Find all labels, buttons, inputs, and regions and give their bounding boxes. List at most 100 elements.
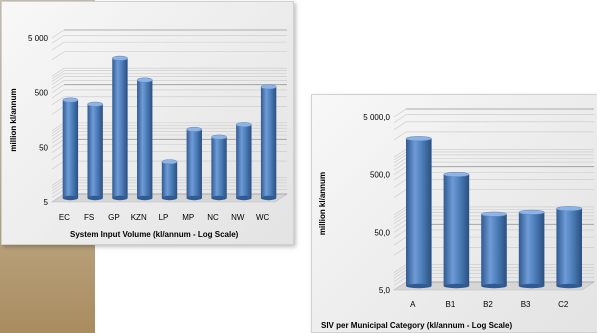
gridline-side: [51, 80, 65, 89]
bar-top: [211, 134, 227, 140]
bar-top: [161, 159, 178, 165]
bar-nc: [211, 134, 227, 201]
gridline-side: [393, 179, 407, 188]
gridline-side: [51, 193, 65, 203]
bar-kzn: [136, 77, 153, 201]
x-tick-label: NW: [231, 213, 245, 222]
bar-body: [406, 138, 432, 286]
bar-top: [260, 84, 277, 90]
bar-body: [87, 104, 103, 198]
gridline-side: [393, 236, 407, 246]
gridline-side: [393, 224, 407, 233]
gridline-side: [51, 160, 65, 170]
gridline-side: [393, 172, 407, 181]
gridline-side: [51, 51, 65, 61]
gridline-side: [393, 114, 407, 123]
y-tick-label: 500,0: [370, 171, 391, 180]
gridline-side: [51, 35, 65, 44]
gridline-side: [393, 219, 407, 229]
bar-base: [260, 195, 277, 201]
x-tick-label: KZN: [131, 213, 147, 222]
gridline-side: [51, 96, 65, 106]
gridline-side: [51, 76, 65, 85]
bar-gp: [112, 55, 128, 201]
chart-svg-1: 5 50 500 5 000 million kl/annum EC FS GP KZN LP MP…: [9, 29, 288, 222]
bar-base: [518, 283, 545, 289]
bar-body: [260, 86, 277, 198]
gridline-side: [393, 166, 407, 175]
x-tick-label: WC: [256, 213, 270, 222]
gridline-side: [51, 131, 65, 140]
x-tick-label: FS: [84, 213, 94, 222]
bar-top: [235, 122, 252, 128]
chart-svg-2: 5,0 50,0 500,0 5 000,0 million kl/annum A B1 B2…: [318, 108, 595, 309]
gridline-side: [51, 67, 65, 77]
bar-base: [211, 195, 227, 201]
y-axis-label: million kl/annum: [318, 172, 327, 235]
bar-base: [186, 195, 202, 201]
bar-top: [136, 77, 153, 83]
gridline-side: [393, 151, 407, 161]
x-tick-label: GP: [108, 213, 120, 222]
gridline-side: [51, 177, 65, 186]
gridline-side: [51, 106, 65, 115]
gridline-side: [51, 151, 65, 160]
bar-top: [518, 209, 545, 215]
bar-body: [481, 214, 507, 286]
bar-body: [236, 124, 252, 198]
bar-mp: [186, 126, 203, 201]
bar-body: [62, 100, 79, 198]
chart-2-xlabel: SIV per Municipal Category (kl/annum - L…: [321, 321, 513, 330]
y-tick-label: 500: [35, 89, 49, 98]
bar-body: [518, 212, 545, 286]
gridline-side: [393, 273, 407, 282]
gridline-side: [393, 277, 407, 286]
y-tick-label: 50,0: [374, 228, 390, 237]
gridline-side: [393, 161, 407, 171]
y-axis-label: million kl/annum: [9, 88, 18, 151]
gridline-side: [393, 212, 407, 221]
chart-panel-system-input-volume: 5 50 500 5 000 million kl/annum EC FS GP KZN LP MP…: [1, 1, 294, 245]
bar-base: [137, 195, 153, 201]
bar-top: [443, 171, 470, 177]
gridline-side: [393, 264, 407, 273]
x-tick-label: B1: [446, 300, 456, 309]
bar-b2: [480, 211, 508, 289]
x-tick-label: MP: [182, 213, 194, 222]
gridline-side: [393, 154, 407, 164]
gridline-side: [393, 121, 407, 131]
gridline-side: [393, 189, 407, 198]
bar-base: [87, 195, 103, 201]
gridline-side: [393, 215, 407, 225]
bar-top: [186, 126, 203, 132]
bar-fs: [87, 101, 104, 201]
bar-body: [161, 161, 178, 198]
bar-base: [236, 195, 252, 201]
gridline-side: [51, 189, 65, 198]
bar-b1: [443, 171, 470, 289]
bar-body: [112, 58, 128, 198]
gridline-side: [51, 41, 65, 51]
gridline-side: [51, 84, 65, 93]
bar-top: [112, 55, 128, 61]
bar-body: [556, 208, 582, 286]
bar-a: [405, 136, 432, 289]
bar-b3: [518, 209, 545, 289]
bar-top: [87, 101, 104, 107]
y-tick-label: 5 000: [28, 34, 49, 43]
gridline-side: [393, 267, 407, 276]
x-tick-label: A: [410, 300, 416, 309]
gridline-side: [51, 185, 65, 195]
x-tick-label: B2: [483, 300, 493, 309]
gridline-side: [51, 125, 65, 134]
gridline-side: [51, 179, 65, 189]
bar-c2: [556, 206, 583, 289]
gridline-side: [51, 122, 65, 132]
gridline-side: [393, 209, 407, 218]
x-tick-label: LP: [159, 213, 169, 222]
gridline-side: [393, 229, 407, 239]
x-tick-label: C2: [558, 300, 569, 309]
bar-top: [62, 97, 79, 103]
gridline-side: [51, 73, 65, 82]
gridline-side: [51, 182, 65, 192]
